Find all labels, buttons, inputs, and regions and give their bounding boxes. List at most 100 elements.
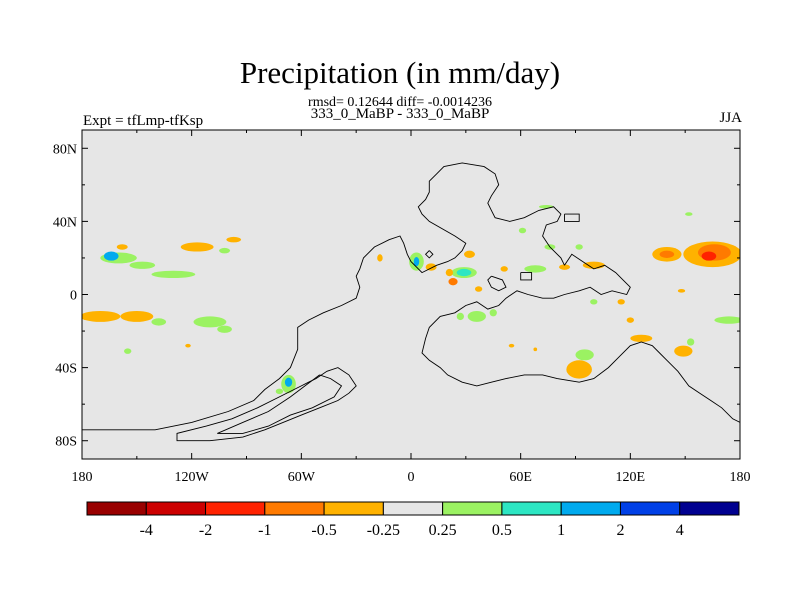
precip-blob bbox=[533, 347, 538, 352]
precip-blob bbox=[630, 334, 653, 343]
precip-blob bbox=[448, 278, 458, 286]
stats-line: rmsd= 0.12644 diff= -0.0014236 bbox=[308, 95, 492, 110]
precip-blob bbox=[217, 325, 232, 333]
precip-blob bbox=[590, 299, 598, 305]
coastline bbox=[176, 367, 357, 442]
colorbar-swatch bbox=[619, 501, 681, 516]
coastline bbox=[82, 162, 565, 431]
precip-blob bbox=[226, 236, 242, 243]
coastlines bbox=[82, 162, 740, 442]
precip-blob bbox=[180, 242, 214, 252]
y-tick-label: 80N bbox=[53, 142, 77, 157]
precip-blob bbox=[116, 244, 128, 250]
map-background bbox=[82, 130, 740, 459]
precip-blob bbox=[82, 310, 121, 322]
precip-blob bbox=[151, 318, 167, 326]
page-title: Precipitation (in mm/day) bbox=[239, 55, 561, 90]
precip-blob bbox=[456, 312, 465, 321]
coastline bbox=[564, 213, 580, 222]
x-tick-label: 180 bbox=[730, 470, 751, 485]
precip-blob bbox=[685, 212, 693, 216]
precip-blob bbox=[185, 343, 191, 348]
colorbar-label: -0.5 bbox=[311, 522, 336, 539]
colorbar-label: 1 bbox=[557, 522, 565, 539]
precip-blob bbox=[445, 268, 454, 277]
precip-blob bbox=[456, 268, 472, 277]
colorbar-label: -0.25 bbox=[367, 522, 400, 539]
colorbar-label: 0.25 bbox=[429, 522, 457, 539]
precip-blob bbox=[425, 263, 437, 271]
colorbar-swatch bbox=[323, 501, 384, 516]
season-label: JJA bbox=[719, 110, 742, 126]
colorbar-swatch bbox=[442, 501, 503, 516]
precip-blob bbox=[659, 250, 675, 258]
precip-blob bbox=[524, 265, 547, 273]
coastline bbox=[424, 250, 434, 259]
precip-blob bbox=[103, 251, 119, 261]
x-tick-label: 120W bbox=[175, 470, 210, 485]
precip-blob bbox=[582, 261, 605, 269]
precip-blob bbox=[193, 316, 227, 328]
coastline bbox=[421, 253, 740, 423]
colorbar-swatch bbox=[86, 501, 147, 516]
colorbar-label: 0.5 bbox=[492, 522, 512, 539]
precip-blob bbox=[538, 204, 554, 209]
coastline bbox=[487, 275, 507, 292]
colorbar-swatch bbox=[560, 501, 621, 516]
x-tick-label: 180 bbox=[72, 470, 93, 485]
precip-blob bbox=[674, 345, 693, 357]
coastline bbox=[217, 374, 343, 434]
precip-blob bbox=[413, 257, 420, 267]
colorbar-swatch bbox=[679, 501, 740, 516]
axis-ticks: 180 120W 60W 0 60E 120E 180 80N 40N 0 40S 80S bbox=[53, 130, 751, 485]
colorbar-swatch bbox=[382, 501, 444, 516]
precip-blob bbox=[219, 247, 231, 254]
precip-blob bbox=[284, 377, 293, 387]
x-tick-label: 60E bbox=[509, 470, 532, 485]
colorbar-label: 4 bbox=[676, 522, 684, 539]
precip-blob bbox=[124, 348, 132, 354]
precip-blob bbox=[714, 316, 740, 324]
y-tick-label: 0 bbox=[70, 289, 77, 304]
precip-blob bbox=[508, 343, 515, 348]
experiment-label: Expt = tfLmp-tfKsp bbox=[83, 113, 204, 129]
precip-blob bbox=[701, 251, 717, 261]
colorbar-swatch bbox=[145, 501, 207, 516]
precip-blob bbox=[677, 289, 686, 293]
precip-blob bbox=[686, 338, 695, 346]
subtitle: 333_0_MaBP - 333_0_MaBP bbox=[310, 106, 490, 122]
precip-blob bbox=[500, 266, 508, 272]
precip-blob bbox=[575, 244, 583, 250]
precip-blob bbox=[120, 310, 154, 322]
precip-blob bbox=[474, 286, 483, 292]
precip-blob bbox=[275, 388, 284, 395]
precip-blob bbox=[467, 310, 486, 322]
precip-blob bbox=[559, 264, 571, 270]
y-tick-label: 40S bbox=[55, 362, 77, 377]
colorbar: -4 -2 -1 -0.5 -0.25 0.25 0.5 1 2 4 bbox=[86, 501, 740, 539]
precip-blob bbox=[566, 360, 592, 379]
x-tick-label: 60W bbox=[288, 470, 316, 485]
colorbar-label: -1 bbox=[258, 522, 271, 539]
x-tick-label: 120E bbox=[616, 470, 646, 485]
colorbar-swatch bbox=[501, 501, 562, 516]
colorbar-swatch bbox=[205, 501, 266, 516]
coastline bbox=[520, 272, 533, 281]
y-tick-label: 40N bbox=[53, 215, 77, 230]
precip-blob bbox=[129, 261, 156, 269]
y-tick-label: 80S bbox=[55, 435, 77, 450]
precip-blob bbox=[151, 270, 196, 279]
precip-blob bbox=[575, 349, 594, 361]
colorbar-label: 2 bbox=[616, 522, 624, 539]
x-tick-label: 0 bbox=[408, 470, 415, 485]
precip-blob bbox=[489, 309, 497, 317]
precip-blob bbox=[617, 299, 625, 305]
precip-blob bbox=[518, 227, 527, 234]
colorbar-label: -2 bbox=[199, 522, 212, 539]
precip-blob bbox=[377, 254, 383, 262]
precip-blob bbox=[626, 317, 634, 323]
colorbar-swatch bbox=[264, 501, 325, 516]
precip-blob bbox=[464, 250, 475, 258]
colorbar-label: -4 bbox=[140, 522, 153, 539]
